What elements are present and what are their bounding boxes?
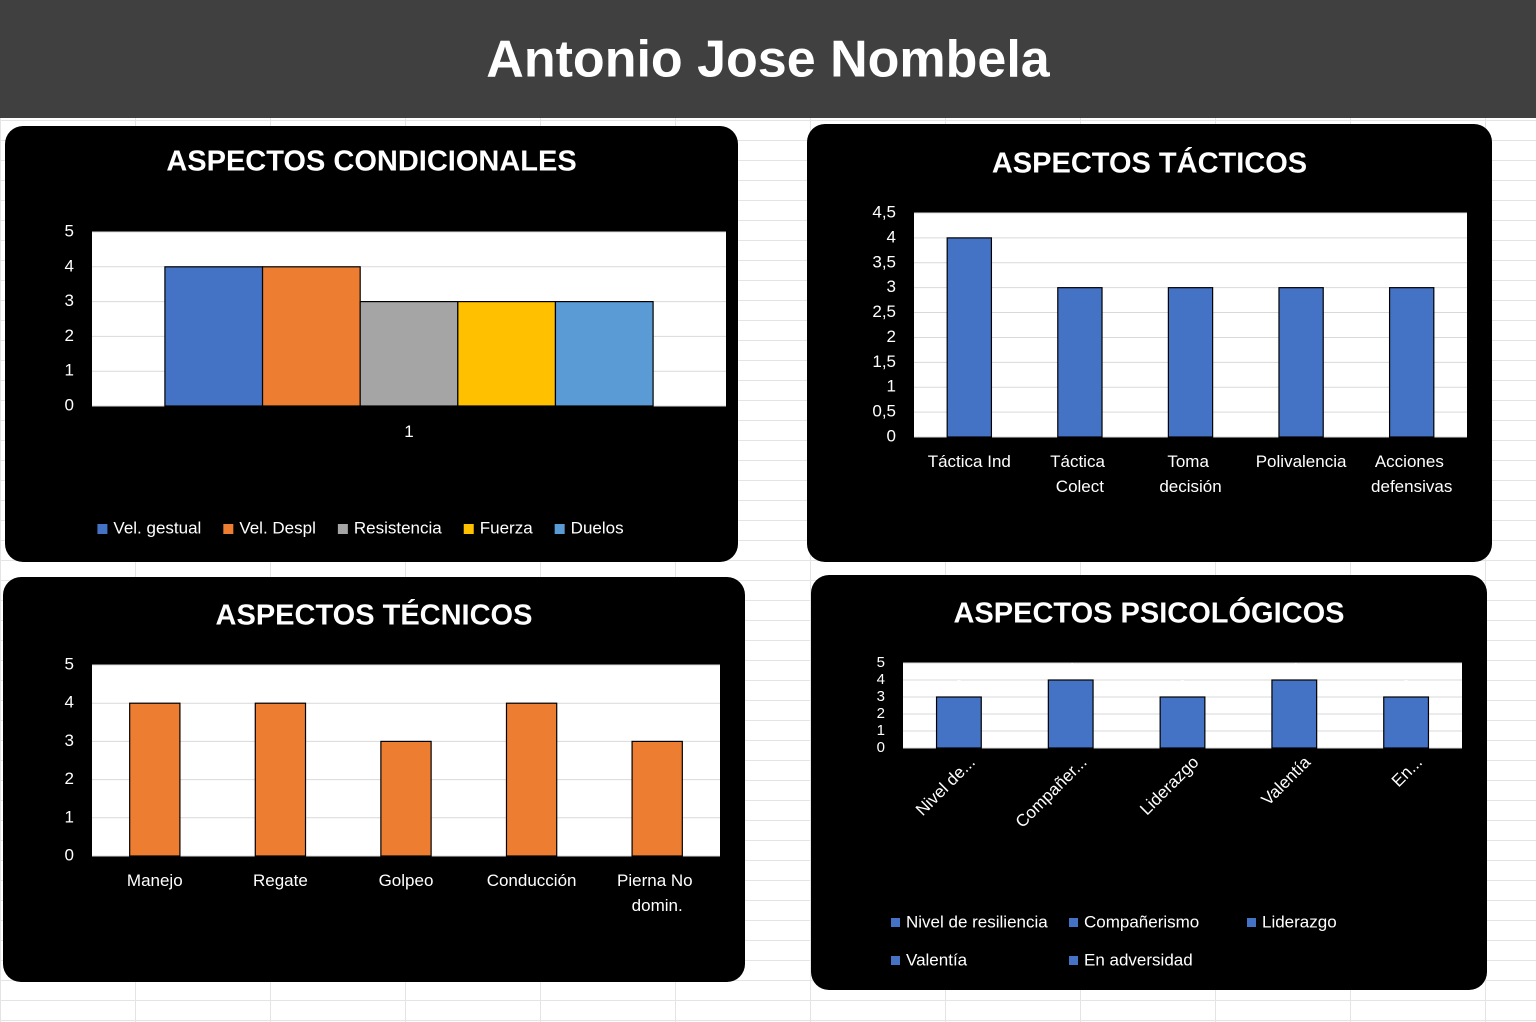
legend-label: Resistencia [354,518,442,537]
legend-swatch [1247,918,1256,927]
y-tick-label: 3 [65,731,74,750]
x-tick-label: Regate [253,871,308,890]
y-tick-label: 2 [65,769,74,788]
x-tick-label: Polivalencia [1256,452,1347,471]
y-tick-label: 0 [65,845,74,864]
legend-label: Compañerismo [1084,912,1199,931]
y-tick-label: 4 [877,671,885,688]
y-tick-label: 1,5 [872,352,896,371]
bar [935,696,982,749]
legend-item: Fuerza [463,518,533,537]
data-label: 3 [1178,677,1186,694]
legend-item: Vel. Despl [223,518,316,537]
y-tick-label: 1 [65,807,74,826]
x-tick-label: Táctica Ind [928,452,1011,471]
data-label: 4 [1290,660,1298,677]
bar [554,301,654,407]
bar [1278,287,1324,438]
y-tick-label: 4,5 [872,202,896,221]
legend-swatch [1069,918,1078,927]
x-tick-label: Táctica Colect [1050,452,1110,496]
legend-swatch [223,524,234,534]
y-tick-label: 4 [65,693,74,712]
x-tick-label: Manejo [127,871,183,890]
x-tick-label: Pierna No domin. [617,871,697,915]
legend-swatch [1069,956,1078,965]
bar [254,702,307,857]
header-bar [0,0,1536,118]
bar [505,702,558,857]
bar [1047,679,1094,749]
bar [631,740,683,857]
legend-swatch [891,956,900,965]
legend-label: Vel. gestual [113,518,201,537]
y-tick-label: 3 [65,291,74,310]
legend-label: Fuerza [480,518,533,537]
legend-label: Vel. Despl [239,518,316,537]
y-tick-label: 0,5 [872,402,896,421]
y-tick-label: 2 [65,326,74,345]
x-tick-label: Toma decisión [1159,452,1221,496]
legend-label: Liderazgo [1262,912,1337,931]
y-tick-label: 4 [65,256,74,275]
bar [164,266,264,407]
y-tick-label: 4 [887,227,896,246]
y-tick-label: 2,5 [872,302,896,321]
legend-label: Nivel de resiliencia [906,912,1048,931]
legend-swatch [554,524,565,534]
y-tick-label: 5 [877,654,885,671]
legend-item: Resistencia [337,518,442,537]
data-label: 3 [955,677,963,694]
legend-item: Duelos [554,518,624,537]
y-tick-label: 2 [877,705,885,722]
x-tick-label: 1 [404,422,413,441]
data-label: 4 [1067,660,1075,677]
bar [1388,287,1435,438]
bar [261,266,361,407]
chart-title: ASPECTOS TÉCNICOS [216,598,533,632]
x-tick-label: Golpeo [379,871,434,890]
y-tick-label: 5 [65,654,74,673]
y-tick-label: 3 [887,277,896,296]
y-tick-label: 0 [65,395,74,414]
y-tick-label: 3 [877,688,885,705]
x-tick-label: Acciones defensivas [1371,452,1452,496]
bar [1159,696,1206,749]
legend-swatch [463,524,474,534]
y-tick-label: 5 [65,221,74,240]
bar [129,702,181,857]
bar [457,301,557,407]
legend-swatch [891,918,900,927]
legend-label: En adversidad [1084,950,1193,969]
legend-label: Valentía [906,950,968,969]
y-tick-label: 1 [65,361,74,380]
y-tick-label: 0 [877,739,885,756]
bar [359,301,459,407]
legend-swatch [97,524,108,534]
chart-title: ASPECTOS TÁCTICOS [992,146,1307,180]
y-tick-label: 2 [887,327,896,346]
x-tick-label: Conducción [487,871,577,890]
y-tick-label: 1 [877,722,885,739]
chart-title: ASPECTOS PSICOLÓGICOS [953,596,1344,630]
bar [1383,696,1430,749]
bar [946,237,993,438]
y-tick-label: 1 [887,377,896,396]
legend-label: Duelos [571,518,624,537]
bar [380,740,432,857]
bar [1057,287,1103,438]
legend-item: Vel. gestual [97,518,201,537]
data-label: 3 [1402,677,1410,694]
y-tick-label: 3,5 [872,252,896,271]
legend-swatch [337,524,348,534]
bar [1167,287,1214,438]
chart-title: ASPECTOS CONDICIONALES [166,146,576,178]
page-title: Antonio Jose Nombela [486,31,1050,89]
y-tick-label: 0 [887,426,896,445]
bar [1271,679,1318,749]
